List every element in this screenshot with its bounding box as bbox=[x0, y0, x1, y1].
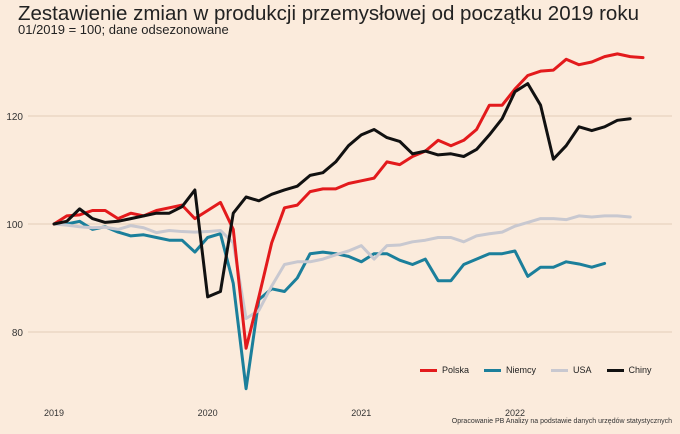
x-tick-label-2019: 2019 bbox=[44, 408, 64, 418]
series-line-niemcy bbox=[52, 219, 607, 391]
x-tick-label-2020: 2020 bbox=[198, 408, 218, 418]
legend: Polska Niemcy USA Chiny bbox=[420, 365, 652, 375]
legend-item-niemcy: Niemcy bbox=[484, 365, 536, 375]
legend-label-chiny: Chiny bbox=[628, 365, 652, 375]
legend-swatch-chiny bbox=[606, 368, 624, 372]
legend-label-niemcy: Niemcy bbox=[506, 365, 537, 375]
y-tick-label-120: 120 bbox=[6, 112, 23, 123]
y-tick-label-80: 80 bbox=[12, 328, 24, 339]
x-tick-label-2022: 2022 bbox=[505, 408, 525, 418]
legend-item-usa: USA bbox=[551, 365, 592, 375]
y-tick-label-100: 100 bbox=[6, 220, 23, 231]
source-note: Opracowanie PB Analizy na podstawie dany… bbox=[451, 418, 672, 425]
legend-label-usa: USA bbox=[573, 365, 592, 375]
x-tick-label-2021: 2021 bbox=[351, 408, 371, 418]
chart-title: Zestawienie zmian w produkcji przemysłow… bbox=[18, 2, 639, 25]
chart-subtitle: 01/2019 = 100; dane odsezonowane bbox=[18, 22, 229, 37]
series-line-chiny bbox=[52, 82, 632, 299]
legend-swatch-polska bbox=[420, 368, 437, 372]
legend-swatch-niemcy bbox=[484, 368, 502, 372]
series-line-usa bbox=[52, 214, 632, 320]
series-line-polska bbox=[52, 52, 645, 350]
legend-label-polska: Polska bbox=[442, 365, 470, 375]
legend-item-chiny: Chiny bbox=[606, 365, 652, 375]
legend-item-polska: Polska bbox=[420, 365, 469, 375]
legend-swatch-usa bbox=[551, 368, 569, 372]
